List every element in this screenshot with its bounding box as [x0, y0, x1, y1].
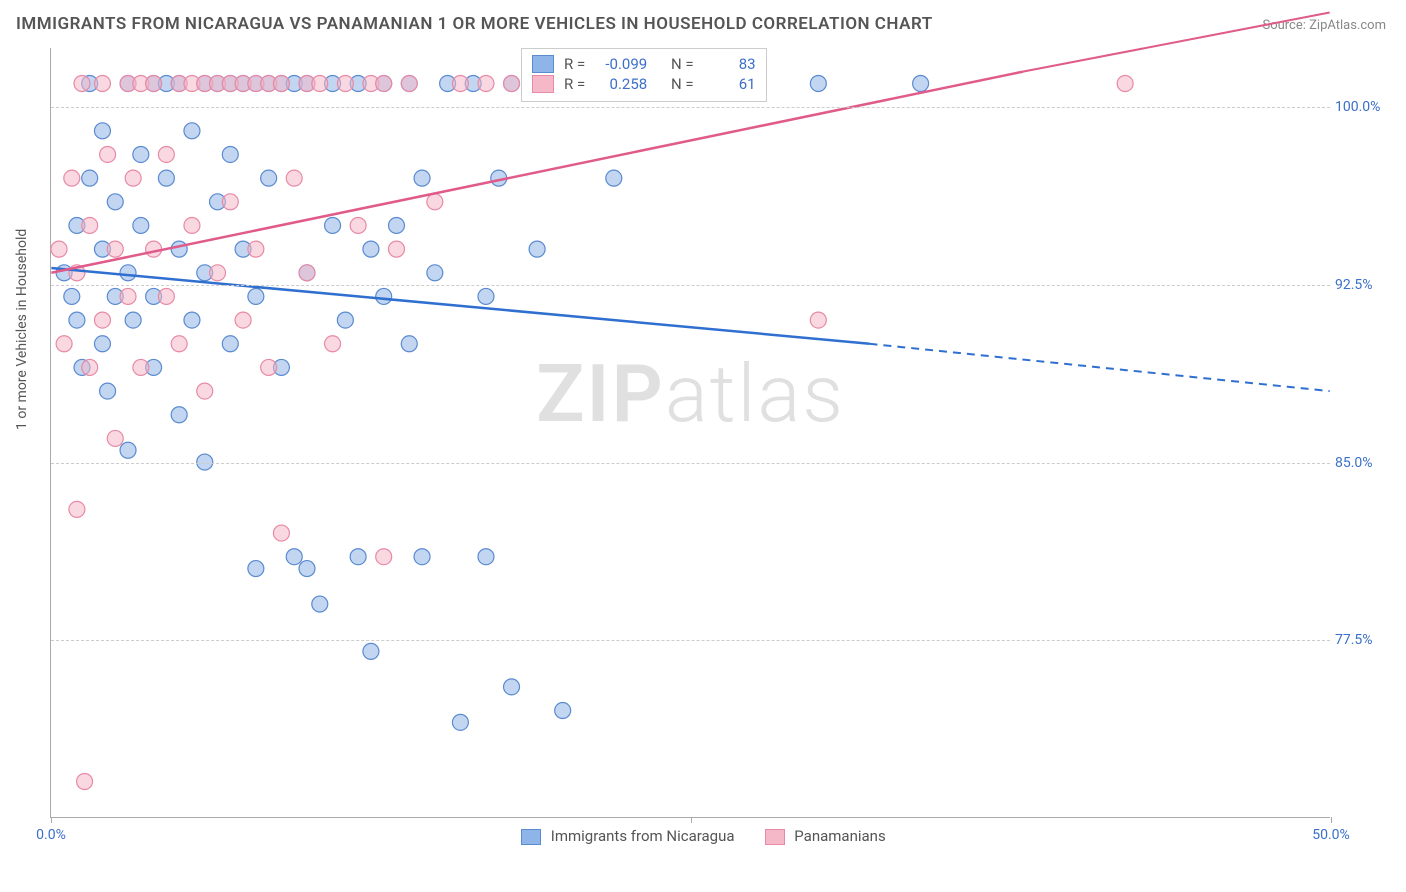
x-tick-label: 50.0%: [1312, 827, 1350, 843]
n-value-panamanian: 61: [704, 75, 756, 93]
chart-svg: [51, 48, 1330, 817]
y-tick-label: 100.0%: [1335, 99, 1390, 115]
r-value-nicaragua: -0.099: [595, 55, 647, 73]
x-tick-label: 0.0%: [36, 827, 66, 843]
y-tick-label: 77.5%: [1335, 632, 1390, 648]
correlation-legend: R = -0.099 N = 83 R = 0.258 N = 61: [521, 48, 767, 102]
legend-swatch-icon: [521, 829, 541, 845]
plot-area: ZIPatlas R = -0.099 N = 83 R = 0.258 N =…: [50, 48, 1330, 818]
chart-title: IMMIGRANTS FROM NICARAGUA VS PANAMANIAN …: [16, 14, 933, 34]
legend-item-panamanian: Panamanians: [765, 827, 886, 845]
source-attribution: Source: ZipAtlas.com: [1262, 18, 1386, 33]
series-legend: Immigrants from Nicaragua Panamanians: [521, 827, 886, 845]
y-axis-label: 1 or more Vehicles in Household: [14, 229, 30, 430]
y-tick-label: 85.0%: [1335, 455, 1390, 471]
n-value-nicaragua: 83: [704, 55, 756, 73]
legend-swatch-icon: [765, 829, 785, 845]
legend-item-nicaragua: Immigrants from Nicaragua: [521, 827, 735, 845]
legend-swatch-panamanian: [532, 75, 554, 93]
r-value-panamanian: 0.258: [595, 75, 647, 93]
legend-row-nicaragua: R = -0.099 N = 83: [532, 55, 756, 73]
chart-container: IMMIGRANTS FROM NICARAGUA VS PANAMANIAN …: [0, 0, 1406, 892]
y-tick-label: 92.5%: [1335, 277, 1390, 293]
legend-swatch-nicaragua: [532, 55, 554, 73]
legend-row-panamanian: R = 0.258 N = 61: [532, 75, 756, 93]
